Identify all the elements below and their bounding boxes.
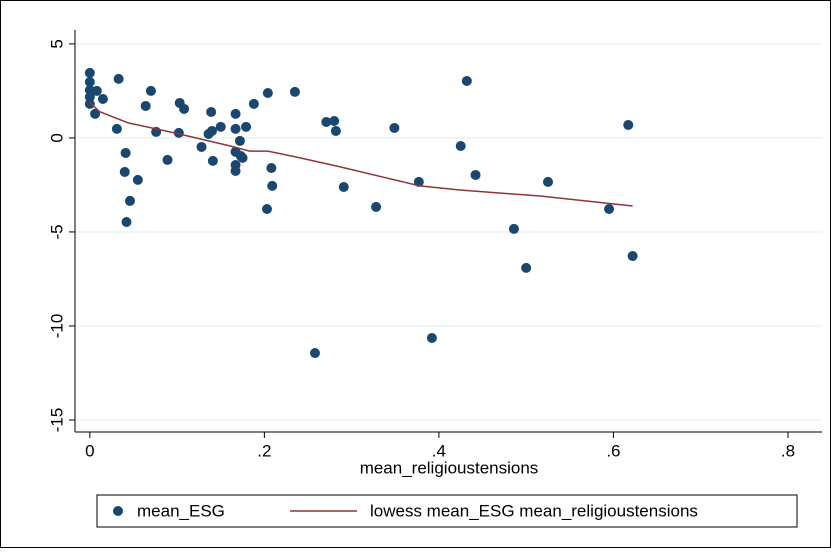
- x-tick-label: .6: [606, 441, 620, 460]
- point: [230, 123, 241, 134]
- point: [241, 121, 252, 132]
- point: [145, 85, 156, 96]
- point: [604, 204, 615, 215]
- point: [455, 141, 466, 152]
- point: [84, 76, 95, 87]
- point: [248, 98, 259, 109]
- y-tick-label: 0: [47, 133, 66, 142]
- point: [119, 166, 130, 177]
- point: [321, 116, 332, 127]
- point: [90, 108, 101, 119]
- x-tick-label: .4: [432, 441, 446, 460]
- point: [330, 125, 341, 136]
- point: [97, 94, 108, 105]
- point: [309, 348, 320, 359]
- point: [84, 67, 95, 78]
- point: [113, 73, 124, 84]
- x-tick-label: 0: [85, 441, 94, 460]
- point: [179, 103, 190, 114]
- point: [215, 121, 226, 132]
- legend-label: mean_ESG: [137, 501, 225, 520]
- point: [261, 204, 272, 215]
- point: [371, 201, 382, 212]
- point: [237, 152, 248, 163]
- point: [84, 98, 95, 109]
- legend: [96, 494, 798, 528]
- y-tick-label: -5: [47, 224, 66, 239]
- point: [230, 108, 241, 119]
- point: [262, 87, 273, 98]
- point: [267, 180, 278, 191]
- point: [426, 332, 437, 343]
- point: [132, 174, 143, 185]
- point: [207, 125, 218, 136]
- point: [338, 182, 349, 193]
- point: [234, 135, 245, 146]
- y-tick-label: 5: [47, 39, 66, 48]
- point: [120, 147, 131, 158]
- point: [470, 169, 481, 180]
- point: [389, 122, 400, 133]
- x-tick-label: .2: [257, 441, 271, 460]
- point: [542, 176, 553, 187]
- point: [329, 116, 340, 127]
- point: [91, 85, 102, 96]
- point: [521, 262, 532, 273]
- point: [121, 216, 132, 227]
- point: [461, 75, 472, 86]
- point: [266, 163, 277, 174]
- point: [230, 166, 241, 177]
- point: [196, 141, 207, 152]
- point: [140, 100, 151, 111]
- point: [111, 123, 122, 134]
- point: [173, 127, 184, 138]
- point: [289, 86, 300, 97]
- point: [623, 119, 634, 130]
- y-tick-label: -10: [47, 314, 66, 339]
- point: [627, 251, 638, 262]
- point: [124, 195, 135, 206]
- x-tick-label: .8: [781, 441, 795, 460]
- point: [508, 223, 519, 234]
- x-axis-label: mean_religioustensions: [360, 458, 539, 477]
- point: [207, 155, 218, 166]
- legend-label: lowess mean_ESG mean_religioustensions: [370, 501, 698, 520]
- y-tick-label: -15: [47, 408, 66, 433]
- legend-marker: [113, 506, 123, 516]
- point: [206, 106, 217, 117]
- point: [162, 154, 173, 165]
- lowess-line: [89, 101, 633, 207]
- point: [84, 91, 95, 102]
